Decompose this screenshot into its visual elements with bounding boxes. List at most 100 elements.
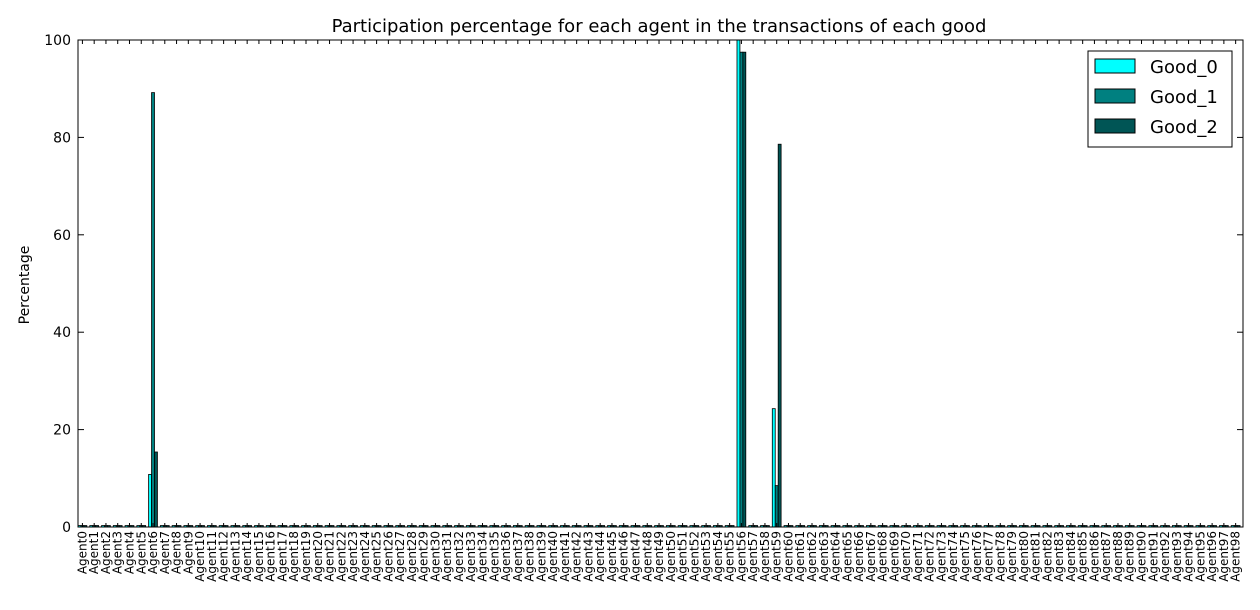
x-tick-label: Agent74 xyxy=(946,531,960,582)
x-tick-label: Agent87 xyxy=(1099,531,1113,582)
x-tick-label: Agent38 xyxy=(523,531,537,582)
x-tick-label: Agent82 xyxy=(1040,531,1054,582)
y-tick-label: 0 xyxy=(62,520,71,536)
x-tick-label: Agent14 xyxy=(240,531,254,582)
bar-Good_1-Agent56 xyxy=(739,51,744,528)
x-tick-label: Agent84 xyxy=(1064,531,1078,582)
bar-Good_2-Agent6 xyxy=(154,451,158,528)
y-tick-label: 100 xyxy=(44,33,71,49)
x-tick-label: Agent93 xyxy=(1170,531,1184,582)
x-tick-label: Agent90 xyxy=(1135,531,1149,582)
x-tick-label: Agent32 xyxy=(452,531,466,582)
x-tick-label: Agent73 xyxy=(934,531,948,582)
x-tick-label: Agent86 xyxy=(1087,531,1101,582)
x-tick-label: Agent61 xyxy=(793,531,807,582)
x-tick-label: Agent76 xyxy=(970,531,984,582)
y-tick-label: 20 xyxy=(53,423,71,439)
legend-swatch-Good_0 xyxy=(1094,58,1136,74)
x-tick-label: Agent8 xyxy=(170,531,184,574)
x-tick-label: Agent42 xyxy=(570,531,584,582)
bar-Good_2-Agent59 xyxy=(777,143,782,528)
y-axis-label: Percentage xyxy=(17,246,33,325)
x-tick-label: Agent26 xyxy=(381,531,395,582)
x-tick-label: Agent83 xyxy=(1052,531,1066,582)
x-tick-label: Agent23 xyxy=(346,531,360,582)
x-tick-label: Agent2 xyxy=(99,531,113,574)
x-tick-label: Agent53 xyxy=(699,531,713,582)
x-tick-label: Agent29 xyxy=(417,531,431,582)
x-tick-label: Agent71 xyxy=(911,531,925,582)
x-tick-label: Agent19 xyxy=(299,531,313,582)
x-tick-label: Agent80 xyxy=(1017,531,1031,582)
bars-layer xyxy=(77,39,1241,528)
x-tick-label: Agent1 xyxy=(87,531,101,574)
x-tick-label: Agent12 xyxy=(217,531,231,582)
y-tick-label: 80 xyxy=(53,130,71,146)
bar-Good_0-Agent56 xyxy=(736,39,741,528)
legend-swatch-Good_2 xyxy=(1094,118,1136,134)
x-tick-label: Agent51 xyxy=(676,531,690,582)
x-tick-label: Agent79 xyxy=(1005,531,1019,582)
legend-swatch-Good_1 xyxy=(1094,88,1136,104)
x-tick-label: Agent39 xyxy=(534,531,548,582)
x-tick-label: Agent91 xyxy=(1146,531,1160,582)
x-tick-label: Agent21 xyxy=(323,531,337,582)
x-tick-label: Agent56 xyxy=(734,531,748,582)
x-tick-label: Agent46 xyxy=(617,531,631,582)
x-tick-label: Agent34 xyxy=(476,531,490,582)
x-tick-label: Agent59 xyxy=(770,531,784,582)
x-tick-label: Agent66 xyxy=(852,531,866,582)
x-tick-label: Agent3 xyxy=(111,531,125,574)
y-tick-label: 60 xyxy=(53,228,71,244)
x-tick-label: Agent0 xyxy=(75,531,89,574)
legend-label-Good_0: Good_0 xyxy=(1150,57,1218,78)
x-tick-label: Agent64 xyxy=(829,531,843,582)
x-tick-label: Agent48 xyxy=(640,531,654,582)
x-tick-label: Agent35 xyxy=(487,531,501,582)
x-tick-label: Agent33 xyxy=(464,531,478,582)
x-tick-label: Agent98 xyxy=(1229,531,1243,582)
x-tick-label: Agent57 xyxy=(746,531,760,582)
x-tick-label: Agent72 xyxy=(923,531,937,582)
x-tick-label: Agent47 xyxy=(628,531,642,582)
x-tick-label: Agent18 xyxy=(287,531,301,582)
x-tick-label: Agent37 xyxy=(511,531,525,582)
x-tick-label: Agent68 xyxy=(876,531,890,582)
bar-Good_2-Agent56 xyxy=(742,51,747,528)
x-tick-label: Agent30 xyxy=(428,531,442,582)
x-tick-label: Agent25 xyxy=(370,531,384,582)
y-tick-label: 40 xyxy=(53,325,71,341)
x-tick-label: Agent45 xyxy=(605,531,619,582)
bar-Good_1-Agent59 xyxy=(774,485,779,528)
x-tick-label: Agent65 xyxy=(840,531,854,582)
x-tick-label: Agent11 xyxy=(205,531,219,582)
x-tick-label: Agent28 xyxy=(405,531,419,582)
x-tick-label: Agent22 xyxy=(334,531,348,582)
x-tick-label: Agent78 xyxy=(993,531,1007,582)
x-tick-label: Agent94 xyxy=(1182,531,1196,582)
x-tick-label: Agent50 xyxy=(664,531,678,582)
x-tick-label: Agent10 xyxy=(193,531,207,582)
bar-Good_0-Agent6 xyxy=(148,473,152,528)
x-tick-label: Agent88 xyxy=(1111,531,1125,582)
x-tick-label: Agent27 xyxy=(393,531,407,582)
x-tick-label: Agent60 xyxy=(781,531,795,582)
x-tick-label: Agent70 xyxy=(899,531,913,582)
plot-frame xyxy=(77,39,1244,528)
x-tick-label: Agent96 xyxy=(1205,531,1219,582)
x-tick-label: Agent9 xyxy=(181,531,195,574)
bar-Good_1-Agent6 xyxy=(151,92,155,528)
bar-Good_0-Agent59 xyxy=(771,408,776,528)
x-tick-label: Agent81 xyxy=(1029,531,1043,582)
legend-label-Good_2: Good_2 xyxy=(1150,117,1218,138)
x-tick-label: Agent95 xyxy=(1193,531,1207,582)
x-tick-label: Agent40 xyxy=(546,531,560,582)
x-tick-label: Agent15 xyxy=(252,531,266,582)
x-tick-label: Agent41 xyxy=(558,531,572,582)
x-tick-label: Agent20 xyxy=(311,531,325,582)
legend: Good_0 Good_1 Good_2 xyxy=(1087,50,1233,148)
x-tick-label: Agent31 xyxy=(440,531,454,582)
